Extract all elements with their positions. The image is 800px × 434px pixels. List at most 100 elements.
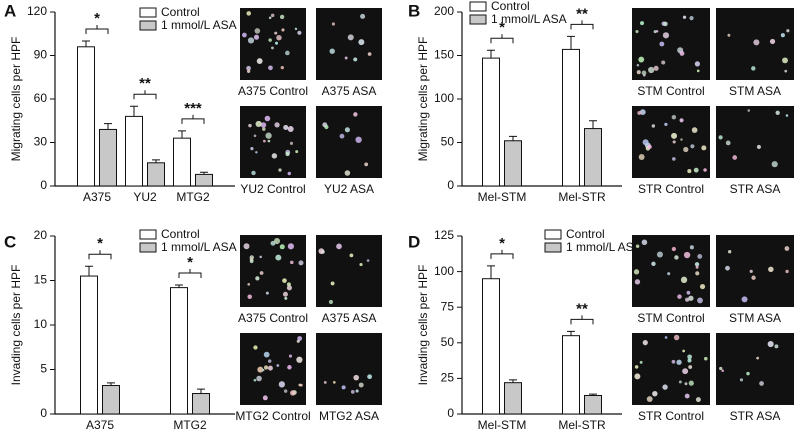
legend-label: 1 mmol/L ASA (491, 12, 567, 26)
cell (641, 239, 648, 246)
cell (275, 254, 282, 261)
cell (732, 155, 738, 160)
cell (739, 378, 744, 382)
cell (699, 283, 706, 290)
cell (247, 283, 251, 286)
legend-label: Control (491, 0, 530, 13)
cell (265, 132, 272, 139)
cell (686, 290, 691, 295)
cell (640, 21, 645, 26)
cell (341, 385, 346, 390)
cell (767, 340, 774, 348)
cell (769, 38, 776, 45)
legend-label: Control (566, 227, 605, 241)
legend-swatch (544, 242, 562, 253)
micrograph (240, 8, 306, 80)
cell (784, 246, 790, 251)
cell (289, 141, 294, 145)
cell (691, 127, 698, 133)
cell (251, 170, 256, 176)
cell (664, 336, 668, 339)
cell (697, 297, 703, 304)
cell (663, 21, 668, 27)
significance-bracket (570, 315, 594, 325)
bar (170, 287, 188, 415)
cell (355, 136, 362, 143)
cell (286, 285, 292, 291)
cell (364, 162, 369, 167)
y-axis-label: Invading cells per HPF (416, 265, 430, 386)
significance-bracket (178, 268, 202, 278)
cell (248, 123, 252, 128)
cell (671, 359, 676, 364)
image-caption: STR Control (638, 409, 704, 423)
legend-label: 1 mmol/L ASA (566, 240, 642, 254)
y-tick-label: 75 (441, 299, 455, 313)
image-caption: A375 ASA (322, 84, 377, 98)
micrograph (632, 235, 710, 307)
cell (254, 28, 261, 34)
bar (504, 382, 522, 415)
image-caption: STM ASA (729, 84, 781, 98)
micrograph (632, 8, 710, 80)
cell (785, 114, 789, 117)
cell (637, 111, 642, 115)
cell (297, 336, 303, 341)
y-tick-label: 50 (441, 135, 455, 149)
legend-swatch (139, 7, 157, 18)
cell (249, 259, 254, 264)
bar (584, 394, 602, 415)
cell (324, 125, 329, 130)
panel-label: D (408, 232, 420, 251)
cell (350, 389, 355, 394)
cell (682, 368, 689, 375)
cell (262, 127, 266, 131)
bar (584, 128, 602, 187)
bar (102, 385, 120, 415)
cell (749, 269, 753, 273)
cell (358, 382, 364, 388)
cell (677, 294, 682, 299)
y-tick-label: 0 (447, 178, 454, 192)
cell (646, 396, 653, 403)
micrograph (716, 333, 794, 405)
cell (267, 139, 271, 143)
cell (336, 243, 342, 250)
legend-swatch (139, 229, 157, 240)
cell (267, 359, 272, 363)
cell (653, 30, 657, 34)
x-tick-label: Mel-STR (558, 418, 606, 432)
image-caption: MTG2 Control (235, 409, 310, 423)
error-bar (589, 393, 597, 396)
significance-bracket (85, 25, 109, 34)
cell (271, 46, 274, 50)
cell (285, 152, 290, 157)
cell (635, 244, 640, 248)
cell (287, 171, 292, 176)
image-caption: A375 ASA (322, 311, 377, 325)
error-bar (567, 35, 575, 50)
cell (636, 63, 640, 67)
micrograph (240, 106, 306, 178)
error-bar (107, 382, 115, 386)
y-tick-label: 0 (40, 406, 47, 420)
legend-swatch (139, 20, 157, 31)
cell (295, 150, 299, 154)
cell (282, 278, 287, 283)
cell (290, 260, 294, 265)
cell (263, 351, 270, 358)
cell (279, 14, 285, 20)
cell (688, 295, 694, 301)
error-bar (104, 123, 112, 130)
error-bar (82, 40, 90, 47)
y-tick-label: 125 (434, 228, 454, 242)
significance-label: ** (576, 300, 588, 317)
cell (359, 262, 363, 267)
cell (667, 272, 671, 276)
y-tick-label: 30 (34, 135, 48, 149)
cell (775, 110, 780, 115)
image-caption: STM Control (637, 311, 704, 325)
cell (634, 373, 641, 380)
significance-label: * (499, 19, 505, 36)
bar (195, 173, 213, 187)
